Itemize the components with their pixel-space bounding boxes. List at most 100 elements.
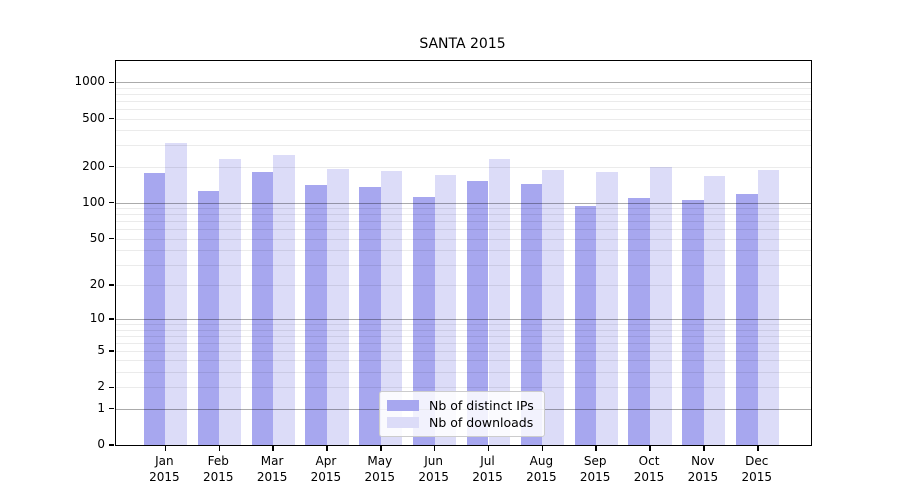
bar-may-downloads xyxy=(380,170,403,445)
y-tick-label-100: 100 xyxy=(82,194,105,209)
y-tickmark-100 xyxy=(109,201,114,204)
bar-jun-distinct-ips xyxy=(413,197,435,445)
x-tick-label-apr: Apr 2015 xyxy=(296,453,356,485)
minor-gridline-200 xyxy=(116,166,811,168)
x-tickmark-aug xyxy=(541,446,544,451)
minor-gridline-700 xyxy=(116,100,811,102)
major-gridline-10 xyxy=(116,319,811,321)
y-tick-label-2: 2 xyxy=(97,379,105,394)
bar-jan-downloads xyxy=(165,142,187,445)
y-tickmark-5 xyxy=(109,350,114,352)
bar-dec-downloads xyxy=(757,170,780,445)
x-tickmark-feb xyxy=(218,446,220,451)
x-tick-month: Mar xyxy=(260,454,284,468)
x-tick-year: 2015 xyxy=(256,470,288,484)
bar-feb-distinct-ips xyxy=(197,190,220,445)
y-tick-label-0: 0 xyxy=(97,437,105,451)
x-tick-label-dec: Dec 2015 xyxy=(727,453,787,485)
x-tick-year: 2015 xyxy=(687,470,719,484)
y-tick-label-5: 5 xyxy=(97,342,105,357)
x-tick-label-sep: Sep 2015 xyxy=(565,453,625,485)
x-tick-label-feb: Feb 2015 xyxy=(188,453,248,485)
bar-dec-distinct-ips xyxy=(736,193,758,445)
x-tick-month: Feb xyxy=(207,454,229,468)
y-tick-label-500: 500 xyxy=(82,110,105,125)
x-tick-year: 2015 xyxy=(633,470,665,484)
x-tickmark-apr xyxy=(326,446,328,451)
bar-mar-downloads xyxy=(273,154,295,445)
bar-sep-distinct-ips xyxy=(574,206,597,445)
x-tick-year: 2015 xyxy=(741,470,773,484)
minor-gridline-30 xyxy=(116,264,811,266)
y-tickmark-1000 xyxy=(109,81,114,84)
legend-item-distinct-ips: Nb of distinct IPs xyxy=(387,397,537,414)
minor-gridline-5 xyxy=(116,350,811,352)
y-tick-label-10: 10 xyxy=(89,311,105,326)
x-tick-year: 2015 xyxy=(472,470,503,484)
minor-gridline-900 xyxy=(116,87,811,89)
x-tick-month: Dec xyxy=(745,454,769,468)
x-tick-year: 2015 xyxy=(202,470,234,484)
x-tick-year: 2015 xyxy=(418,470,449,484)
x-tick-month: Apr xyxy=(315,454,337,468)
x-tick-year: 2015 xyxy=(310,470,342,484)
x-tickmark-oct xyxy=(649,446,651,451)
minor-gridline-400 xyxy=(116,130,811,132)
y-tickmark-1 xyxy=(109,407,114,410)
x-tickmark-may xyxy=(380,446,382,451)
x-tick-month: Aug xyxy=(529,454,554,468)
y-tick-label-50: 50 xyxy=(89,230,105,245)
y-tickmark-50 xyxy=(109,237,114,240)
chart-title: SANTA 2015 xyxy=(419,36,506,52)
x-tick-label-oct: Oct 2015 xyxy=(619,453,679,485)
x-tick-month: May xyxy=(367,454,393,468)
minor-gridline-4 xyxy=(116,360,811,362)
bar-aug-downloads xyxy=(542,170,564,445)
y-tickmark-200 xyxy=(109,165,114,168)
x-tick-label-may: May 2015 xyxy=(350,453,410,485)
minor-gridline-70 xyxy=(116,221,811,223)
minor-gridline-20 xyxy=(116,285,811,287)
y-tick-label-1: 1 xyxy=(97,400,105,415)
x-tickmark-jun xyxy=(433,446,436,451)
minor-gridline-300 xyxy=(116,145,811,147)
legend-swatch-downloads xyxy=(387,417,419,428)
x-tick-label-jan: Jan 2015 xyxy=(134,453,194,485)
bar-may-distinct-ips xyxy=(359,187,381,445)
bar-aug-distinct-ips xyxy=(520,184,543,445)
bar-nov-distinct-ips xyxy=(682,199,704,445)
y-tick-label-1000: 1000 xyxy=(74,74,105,89)
x-tick-month: Nov xyxy=(691,454,715,468)
bar-feb-downloads xyxy=(219,159,241,445)
y-tickmark-20 xyxy=(109,284,114,286)
bar-jul-downloads xyxy=(488,158,511,445)
x-tick-month: Oct xyxy=(638,454,660,468)
y-tick-label-200: 200 xyxy=(82,158,105,173)
minor-gridline-7 xyxy=(116,335,811,337)
minor-gridline-60 xyxy=(116,229,811,231)
legend-label-distinct-ips: Nb of distinct IPs xyxy=(429,398,534,413)
plot-area xyxy=(109,60,812,451)
bar-oct-downloads xyxy=(650,166,672,445)
x-tick-year: 2015 xyxy=(149,470,180,484)
bar-nov-downloads xyxy=(703,175,726,445)
x-tick-label-jun: Jun 2015 xyxy=(404,453,464,485)
x-tickmark-jul xyxy=(487,446,490,451)
x-tickmark-jan xyxy=(164,446,167,451)
minor-gridline-3 xyxy=(116,372,811,374)
minor-gridline-6 xyxy=(116,342,811,344)
bar-sep-downloads xyxy=(596,172,618,445)
minor-gridline-500 xyxy=(116,118,811,120)
x-tick-label-jul: Jul 2015 xyxy=(458,453,518,485)
minor-gridline-90 xyxy=(116,208,811,210)
x-tick-month: Jan xyxy=(155,454,174,468)
bar-mar-distinct-ips xyxy=(251,171,274,445)
x-tickmark-nov xyxy=(703,446,705,451)
y-tickmark-0 xyxy=(109,444,114,446)
y-tickmark-10 xyxy=(109,318,114,320)
x-tick-year: 2015 xyxy=(364,470,396,484)
y-tickmark-2 xyxy=(109,386,114,389)
x-tick-month: Jul xyxy=(480,454,495,468)
major-gridline-1000 xyxy=(116,82,811,84)
